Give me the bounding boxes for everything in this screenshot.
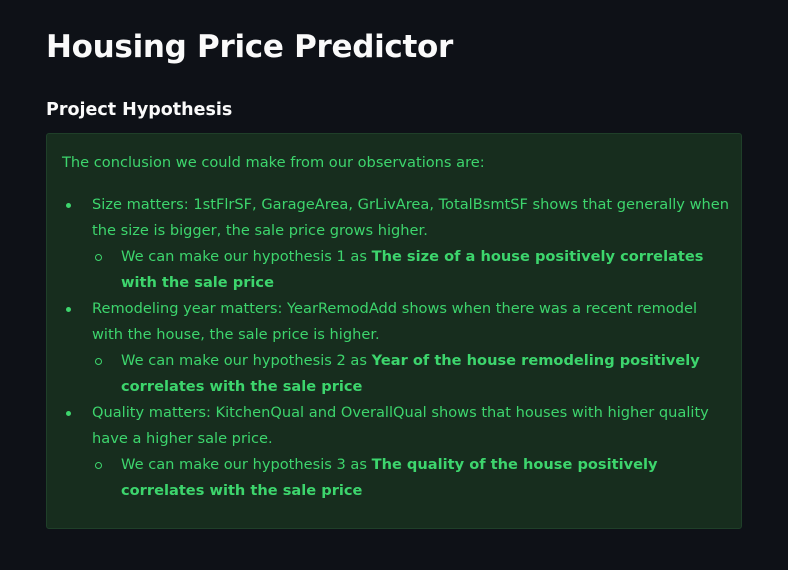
hypothesis-list: We can make our hypothesis 3 as The qual…	[92, 452, 732, 504]
hypothesis-prefix: We can make our hypothesis 1 as	[121, 248, 372, 265]
hypothesis-prefix: We can make our hypothesis 3 as	[121, 456, 372, 473]
bullet-disc-icon	[66, 203, 71, 208]
bullet-disc-icon	[66, 307, 71, 312]
bullet-disc-icon	[66, 411, 71, 416]
hypothesis-list: We can make our hypothesis 2 as Year of …	[92, 348, 732, 400]
page-title: Housing Price Predictor	[46, 29, 453, 65]
finding-text: Size matters: 1stFlrSF, GarageArea, GrLi…	[92, 196, 730, 239]
bullet-circle-icon	[95, 358, 102, 365]
hypothesis-statement: The quality of the house positively corr…	[121, 456, 658, 499]
hypothesis-item-1: We can make our hypothesis 1 as The size…	[92, 244, 732, 296]
section-heading: Project Hypothesis	[46, 100, 233, 120]
hypothesis-list: We can make our hypothesis 1 as The size…	[92, 244, 732, 296]
findings-list: Size matters: 1stFlrSF, GarageArea, GrLi…	[62, 192, 732, 504]
hypothesis-statement: The size of a house positively correlate…	[121, 248, 704, 291]
hypothesis-statement: Year of the house remodeling positively …	[121, 352, 700, 395]
finding-text: Quality matters: KitchenQual and Overall…	[92, 404, 709, 447]
success-callout: The conclusion we could make from our ob…	[46, 133, 742, 529]
bullet-circle-icon	[95, 254, 102, 261]
hypothesis-item-3: We can make our hypothesis 3 as The qual…	[92, 452, 732, 504]
finding-text: Remodeling year matters: YearRemodAdd sh…	[92, 300, 698, 343]
bullet-circle-icon	[95, 462, 102, 469]
callout-intro: The conclusion we could make from our ob…	[62, 154, 485, 171]
finding-item-remodel: Remodeling year matters: YearRemodAdd sh…	[62, 296, 732, 400]
finding-item-size: Size matters: 1stFlrSF, GarageArea, GrLi…	[62, 192, 732, 296]
finding-item-quality: Quality matters: KitchenQual and Overall…	[62, 400, 732, 504]
hypothesis-item-2: We can make our hypothesis 2 as Year of …	[92, 348, 732, 400]
hypothesis-prefix: We can make our hypothesis 2 as	[121, 352, 372, 369]
